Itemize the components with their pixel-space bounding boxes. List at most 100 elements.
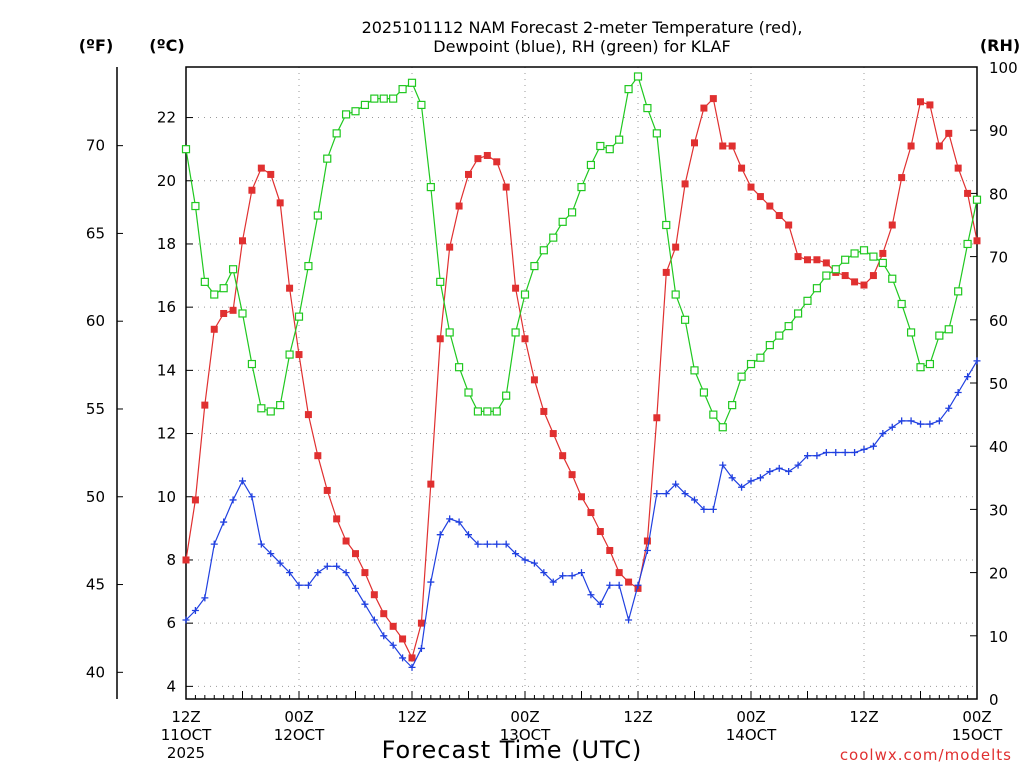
rh-point — [699, 388, 709, 397]
rh-point — [596, 141, 605, 151]
temperature-point — [643, 537, 651, 545]
credit-text: coolwx.com/modelts — [840, 746, 1012, 764]
temperature-point — [239, 237, 246, 245]
rh-tick-label: 60 — [989, 312, 1008, 330]
x-tick-label: 13OCT — [500, 726, 551, 744]
rh-point — [963, 239, 972, 249]
temperature-point — [606, 546, 614, 554]
rh-point — [520, 290, 530, 299]
rh-point — [502, 391, 511, 400]
rh-point — [831, 265, 840, 274]
rh-point — [370, 94, 379, 103]
rh-point — [266, 407, 275, 416]
dewpoint-point — [813, 452, 821, 460]
dewpoint-point — [898, 417, 906, 425]
temperature-point — [182, 556, 190, 564]
dewpoint-point — [888, 423, 896, 431]
dewpoint-point — [220, 518, 228, 526]
temperature-point — [540, 407, 548, 415]
celsius-tick-label: 6 — [166, 614, 176, 632]
temperature-point — [709, 95, 717, 103]
dewpoint-point — [201, 594, 209, 602]
dewpoint-point — [766, 467, 774, 475]
temperature-point — [342, 537, 350, 545]
temperature-point — [361, 569, 369, 577]
temperature-point — [907, 142, 915, 150]
dewpoint-point — [964, 373, 972, 381]
rh-tick-label: 0 — [989, 691, 999, 709]
rh-point — [558, 217, 567, 226]
dewpoint-point — [446, 515, 454, 523]
dewpoint-point — [832, 449, 840, 457]
rh-point — [323, 154, 332, 163]
x-tick-label: 00Z — [284, 708, 313, 726]
dewpoint-point — [672, 480, 680, 488]
dewpoint-point — [229, 496, 237, 504]
dewpoint-point — [483, 540, 491, 548]
temperature-point — [662, 268, 670, 276]
rh-point — [276, 401, 285, 410]
rh-point — [454, 363, 464, 372]
dewpoint-point — [738, 483, 746, 491]
dewpoint-point — [191, 607, 199, 615]
temperature-point — [201, 401, 209, 409]
dewpoint-point — [286, 569, 294, 577]
rh-point — [360, 100, 370, 110]
x-tick-label: 2025 — [167, 744, 205, 762]
rh-point — [888, 274, 897, 283]
temperature-point — [436, 335, 444, 343]
temperature-point — [502, 183, 510, 191]
dewpoint-point — [653, 490, 661, 498]
rh-point — [228, 265, 238, 274]
dewpoint-point — [295, 581, 303, 589]
dewpoint-point — [625, 616, 633, 624]
dewpoint-point — [530, 559, 538, 567]
rh-point — [615, 135, 624, 144]
rh-point — [351, 107, 360, 116]
rh-point — [257, 404, 266, 413]
temperature-point — [521, 335, 529, 343]
rh-point — [925, 359, 935, 369]
dewpoint-point — [276, 559, 284, 567]
temperature-point — [851, 278, 859, 286]
dewpoint-point — [785, 467, 793, 475]
rh-point — [662, 220, 671, 230]
temperature-point — [380, 610, 388, 618]
rh-tick-label: 10 — [989, 628, 1008, 646]
dewpoint-point — [691, 496, 698, 504]
temperature-point — [399, 635, 407, 643]
dewpoint-point — [559, 572, 567, 580]
temperature-point — [220, 309, 228, 317]
rh-point — [690, 366, 699, 375]
dewpoint-point — [587, 591, 595, 599]
dewpoint-point — [248, 493, 256, 501]
temperature-point — [945, 129, 953, 137]
dewpoint-point — [314, 569, 322, 577]
temperature-point — [427, 480, 435, 488]
dewpoint-point — [436, 531, 444, 539]
dewpoint-point — [775, 464, 783, 472]
rh-point — [765, 340, 774, 350]
temperature-point — [276, 199, 284, 207]
x-tick-label: 11OCT — [161, 726, 212, 744]
temperature-point — [210, 325, 218, 333]
temperature-point — [559, 452, 567, 460]
x-tick-label: 12Z — [397, 708, 426, 726]
temperature-point — [286, 284, 294, 292]
rh-tick-label: 100 — [989, 59, 1018, 77]
rh-point — [784, 322, 793, 331]
rh-point — [633, 72, 643, 81]
dewpoint-point — [973, 357, 981, 365]
dewpoint-point — [926, 420, 934, 428]
x-tick-label: 00Z — [962, 708, 991, 726]
temperature-point — [455, 202, 463, 210]
temperature-point — [681, 180, 689, 188]
temperature-point — [408, 654, 416, 662]
rh-point — [379, 94, 388, 103]
temperature-point — [587, 509, 595, 517]
dewpoint-point — [342, 569, 350, 577]
temperature-point — [333, 515, 341, 523]
rh-point — [577, 182, 586, 192]
rh-point — [812, 284, 822, 293]
series-plus — [182, 357, 981, 671]
